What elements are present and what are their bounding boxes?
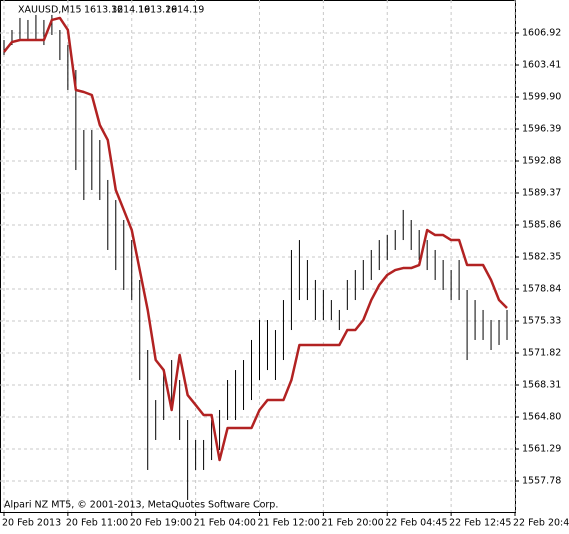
x-tick-label: 20 Feb 2013 <box>2 518 61 529</box>
y-tick-label: 1585.86 <box>522 220 561 231</box>
x-tick-label: 21 Feb 04:00 <box>194 518 256 529</box>
y-tick-label: 1582.35 <box>522 252 561 263</box>
y-tick-label: 1561.29 <box>522 444 561 455</box>
x-tick-label: 20 Feb 19:00 <box>130 518 192 529</box>
y-tick-label: 1603.41 <box>522 60 561 71</box>
marks <box>3 14 508 500</box>
x-tick-label: 21 Feb 12:00 <box>257 518 319 529</box>
header-value: 1613.29 <box>138 5 177 16</box>
y-tick-label: 1606.92 <box>522 28 561 39</box>
x-tick-label: 21 Feb 20:00 <box>321 518 383 529</box>
footer: Alpari NZ MT5, © 2001-2013, MetaQuotes S… <box>4 500 278 511</box>
y-tick-label: 1575.33 <box>522 316 561 327</box>
y-tick-label: 1592.88 <box>522 156 561 167</box>
y-tick-label: 1599.90 <box>522 92 561 103</box>
indicator-line <box>3 16 508 462</box>
x-tick-label: 20 Feb 11:00 <box>66 518 128 529</box>
x-tick-label: 22 Feb 12:45 <box>449 518 511 529</box>
y-tick-label: 1564.80 <box>522 412 561 423</box>
y-tick-label: 1568.31 <box>522 380 561 391</box>
chart-title: XAUUSD,M15 <box>18 5 82 16</box>
header-value: 1614.19 <box>111 5 150 16</box>
y-tick-label: 1589.37 <box>522 188 561 199</box>
header-value: 1613.32 <box>84 5 123 16</box>
grid <box>0 0 516 512</box>
y-tick-label: 1571.82 <box>522 348 561 359</box>
y-tick-label: 1557.78 <box>522 476 561 487</box>
header-value: 1614.19 <box>165 5 204 16</box>
plot-frame <box>0 0 516 513</box>
y-tick-label: 1578.84 <box>522 284 561 295</box>
x-tick-label: 22 Feb 04:45 <box>385 518 447 529</box>
x-tick-label: 22 Feb 20:45 <box>513 518 569 529</box>
y-tick-label: 1596.39 <box>522 124 561 135</box>
